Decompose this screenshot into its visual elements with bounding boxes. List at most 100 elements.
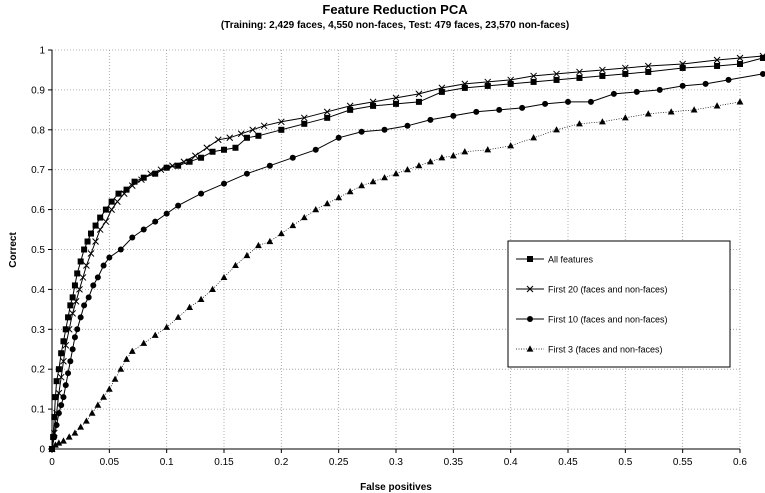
series-point bbox=[69, 294, 76, 301]
series-point bbox=[117, 246, 124, 253]
series-point bbox=[180, 158, 188, 166]
series-point bbox=[81, 246, 88, 253]
series-point bbox=[60, 357, 67, 365]
series-point bbox=[55, 389, 63, 397]
series-point bbox=[312, 146, 319, 153]
series-point bbox=[87, 250, 95, 257]
series-point bbox=[169, 162, 176, 170]
series-point bbox=[438, 154, 446, 161]
series-point bbox=[117, 365, 125, 372]
series-point bbox=[76, 286, 83, 293]
series-point bbox=[473, 108, 480, 115]
series-point bbox=[87, 230, 94, 237]
series-point bbox=[114, 198, 121, 205]
series-point bbox=[52, 441, 59, 448]
y-tick-label: 0.4 bbox=[31, 285, 45, 296]
series-point bbox=[622, 70, 629, 77]
series-point bbox=[496, 106, 503, 113]
legend-item: First 20 (faces and non-faces) bbox=[516, 285, 668, 295]
series-point bbox=[255, 241, 262, 249]
series-point bbox=[92, 238, 99, 245]
legend: All features First 20 (faces and non-face… bbox=[507, 240, 731, 368]
series-point bbox=[404, 166, 411, 173]
y-axis-ticks: 0 0.1 0.2 0.3 0.4 0.5 0.6 0.7 0.8 0.9 1 bbox=[31, 46, 52, 456]
y-tick-label: 0.6 bbox=[31, 205, 45, 216]
series-point bbox=[621, 64, 629, 72]
series-point bbox=[108, 198, 115, 205]
x-axis-label: False positives bbox=[360, 482, 432, 493]
series-point bbox=[335, 134, 342, 141]
series-point bbox=[553, 76, 560, 83]
x-tick-label: 0.25 bbox=[329, 457, 349, 468]
legend-marker bbox=[527, 256, 533, 262]
y-tick-label: 0.2 bbox=[31, 365, 45, 376]
series-point bbox=[679, 82, 686, 89]
series-line bbox=[51, 55, 763, 450]
series-4 bbox=[48, 98, 744, 452]
series-point bbox=[438, 84, 446, 92]
series-point bbox=[83, 417, 90, 424]
series-point bbox=[174, 313, 182, 320]
series-point bbox=[198, 154, 205, 161]
series-point bbox=[65, 433, 73, 440]
series-3 bbox=[49, 70, 765, 452]
series-point bbox=[123, 355, 130, 362]
series-point bbox=[565, 98, 571, 105]
series-point bbox=[72, 298, 80, 305]
series-point bbox=[461, 148, 469, 155]
series-point bbox=[713, 102, 721, 109]
series-point bbox=[108, 206, 115, 213]
x-tick-label: 0.05 bbox=[100, 457, 120, 468]
series-point bbox=[232, 261, 239, 269]
series-point bbox=[191, 152, 199, 160]
series-point bbox=[243, 134, 250, 141]
series-point bbox=[277, 118, 285, 126]
series-point bbox=[381, 126, 388, 133]
legend-marker bbox=[527, 316, 533, 322]
series-point bbox=[713, 56, 721, 64]
series-point bbox=[186, 303, 193, 310]
series-point bbox=[599, 66, 606, 74]
series-point bbox=[346, 102, 354, 110]
x-tick-label: 0.4 bbox=[504, 457, 518, 468]
series-point bbox=[74, 270, 81, 277]
series-point bbox=[84, 238, 91, 245]
series-point bbox=[358, 182, 365, 189]
series-point bbox=[667, 108, 675, 115]
series-point bbox=[255, 132, 262, 139]
series-point bbox=[69, 346, 76, 353]
series-point bbox=[644, 110, 652, 117]
series-point bbox=[220, 273, 228, 281]
series-point bbox=[140, 226, 147, 233]
series-point bbox=[152, 170, 159, 177]
series-point bbox=[77, 423, 85, 430]
series-point bbox=[300, 213, 308, 221]
legend-item: First 3 (faces and non-faces) bbox=[516, 345, 663, 355]
series-point bbox=[645, 68, 652, 75]
series-point bbox=[163, 210, 170, 217]
series-point bbox=[370, 102, 377, 109]
series-point bbox=[358, 128, 365, 135]
legend-label: First 20 (faces and non-faces) bbox=[548, 285, 668, 295]
series-point bbox=[62, 382, 69, 389]
x-tick-label: 0 bbox=[49, 457, 55, 468]
series-point bbox=[197, 295, 205, 302]
series-point bbox=[198, 190, 205, 197]
series-point bbox=[243, 251, 251, 259]
series-point bbox=[530, 134, 537, 141]
series-point bbox=[147, 170, 154, 178]
series-point bbox=[92, 222, 99, 229]
series-point bbox=[79, 274, 87, 281]
x-tick-label: 0.15 bbox=[214, 457, 234, 468]
series-point bbox=[484, 82, 491, 89]
legend-marker bbox=[526, 345, 534, 352]
series-point bbox=[249, 126, 257, 134]
series-point bbox=[71, 429, 79, 436]
series-point bbox=[484, 146, 492, 153]
series-point bbox=[633, 88, 640, 95]
series-point bbox=[81, 302, 88, 309]
y-tick-label: 0.9 bbox=[31, 85, 45, 96]
series-point bbox=[140, 339, 148, 346]
series-point bbox=[120, 190, 128, 197]
series-point bbox=[163, 323, 171, 330]
